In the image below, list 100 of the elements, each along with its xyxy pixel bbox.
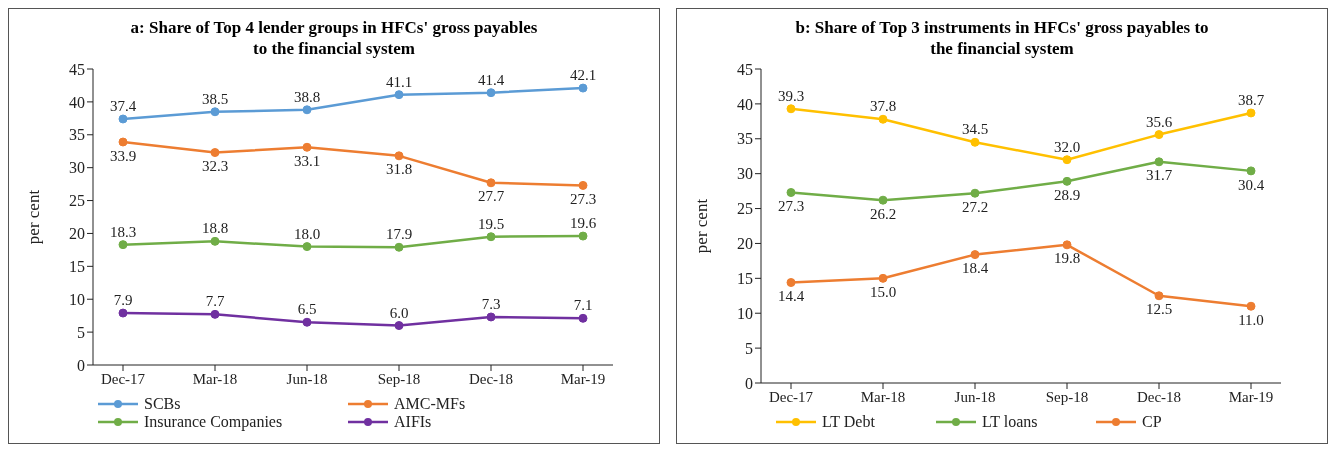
data-label: 38.8: [293, 88, 321, 105]
y-tick-label: 10: [69, 290, 85, 308]
data-label: 33.1: [293, 152, 321, 169]
x-tick-label: Jun-18: [954, 388, 996, 405]
x-tick-label: Sep-18: [377, 370, 421, 387]
data-label: 19.5: [477, 215, 505, 232]
data-label: 33.9: [109, 147, 137, 164]
data-label: 37.8: [869, 98, 897, 115]
y-tick-label: 40: [69, 93, 85, 111]
y-tick-label: 25: [69, 192, 85, 210]
y-axis-title: per cent: [692, 198, 712, 254]
point: [1154, 157, 1164, 167]
data-label: 38.7: [1237, 91, 1265, 108]
point: [394, 151, 404, 161]
chart-title: a: Share of Top 4 lender groups in HFCs' gross payables to the financial system: [129, 17, 539, 59]
data-label: 7.7: [205, 293, 225, 310]
data-label: 7.3: [481, 295, 501, 312]
point: [302, 317, 312, 327]
legend-label: SCBs: [144, 395, 181, 413]
x-tick-label: Mar-19: [560, 370, 606, 387]
x-tick-label: Mar-18: [860, 388, 906, 405]
data-label: 18.4: [961, 260, 989, 277]
data-label: 27.3: [569, 191, 597, 208]
data-label: 38.5: [201, 90, 229, 107]
point: [210, 107, 220, 117]
point: [302, 142, 312, 152]
data-label: 26.2: [869, 205, 897, 222]
data-label: 28.9: [1053, 186, 1081, 203]
y-tick-label: 10: [737, 304, 753, 322]
data-label: 6.5: [297, 301, 317, 318]
data-label: 41.4: [477, 71, 505, 88]
legend-label: LT Debt: [822, 413, 875, 431]
data-label: 18.0: [293, 225, 321, 242]
data-label: 14.4: [777, 288, 805, 305]
x-tick-label: Jun-18: [286, 370, 328, 387]
data-label: 39.3: [777, 87, 805, 104]
data-label: 27.7: [477, 188, 505, 205]
x-tick-label: Dec-18: [468, 370, 514, 387]
point: [118, 308, 128, 318]
data-label: 18.3: [109, 223, 137, 240]
y-tick-label: 35: [69, 126, 85, 144]
data-label: 27.2: [961, 198, 989, 215]
y-tick-label: 35: [737, 130, 753, 148]
point: [786, 188, 796, 198]
point: [970, 188, 980, 198]
legend-label: AMC-MFs: [394, 395, 466, 413]
point: [786, 104, 796, 114]
x-tick-label: Dec-18: [1136, 388, 1182, 405]
data-label: 6.0: [389, 304, 409, 321]
point: [486, 232, 496, 242]
data-label: 18.8: [201, 220, 229, 237]
point: [1246, 166, 1256, 176]
y-tick-label: 20: [69, 225, 85, 243]
point: [786, 278, 796, 288]
point: [118, 240, 128, 250]
data-label: 35.6: [1145, 113, 1173, 130]
point: [486, 178, 496, 188]
y-tick-label: 30: [69, 159, 85, 177]
point: [878, 273, 888, 283]
data-label: 19.8: [1053, 250, 1081, 267]
chart-title: b: Share of Top 3 instruments in HFCs' gross payables to the financial system: [794, 17, 1210, 59]
data-label: 42.1: [569, 67, 597, 84]
point: [486, 312, 496, 322]
point: [878, 195, 888, 205]
data-label: 7.9: [113, 292, 133, 309]
y-tick-label: 30: [737, 165, 753, 183]
point: [578, 180, 588, 190]
y-tick-label: 20: [737, 235, 753, 253]
point: [1154, 130, 1164, 140]
x-tick-label: Mar-19: [1228, 388, 1274, 405]
data-label: 12.5: [1145, 301, 1173, 318]
point: [970, 250, 980, 260]
data-label: 37.4: [109, 97, 137, 114]
data-label: 34.5: [961, 121, 989, 138]
x-tick-label: Dec-17: [768, 388, 814, 405]
data-label: 11.0: [1238, 311, 1264, 328]
point: [970, 137, 980, 147]
point: [302, 242, 312, 252]
x-tick-label: Sep-18: [1045, 388, 1089, 405]
y-tick-label: 15: [737, 270, 753, 288]
point: [394, 242, 404, 252]
x-tick-label: Dec-17: [100, 370, 146, 387]
point: [394, 90, 404, 100]
data-label: 31.7: [1145, 167, 1173, 184]
point: [486, 88, 496, 98]
point: [118, 137, 128, 147]
y-tick-label: 0: [745, 374, 753, 392]
legend-label: AIFIs: [394, 413, 432, 431]
y-tick-label: 0: [77, 356, 85, 374]
data-label: 17.9: [385, 226, 413, 243]
y-tick-label: 15: [69, 258, 85, 276]
y-tick-label: 25: [737, 200, 753, 218]
legend-label: LT loans: [982, 413, 1038, 431]
data-label: 7.1: [573, 297, 593, 314]
point: [1246, 108, 1256, 118]
data-label: 31.8: [385, 161, 413, 178]
point: [302, 105, 312, 115]
legend-label: CP: [1142, 413, 1162, 431]
point: [578, 83, 588, 93]
data-label: 41.1: [385, 73, 413, 90]
